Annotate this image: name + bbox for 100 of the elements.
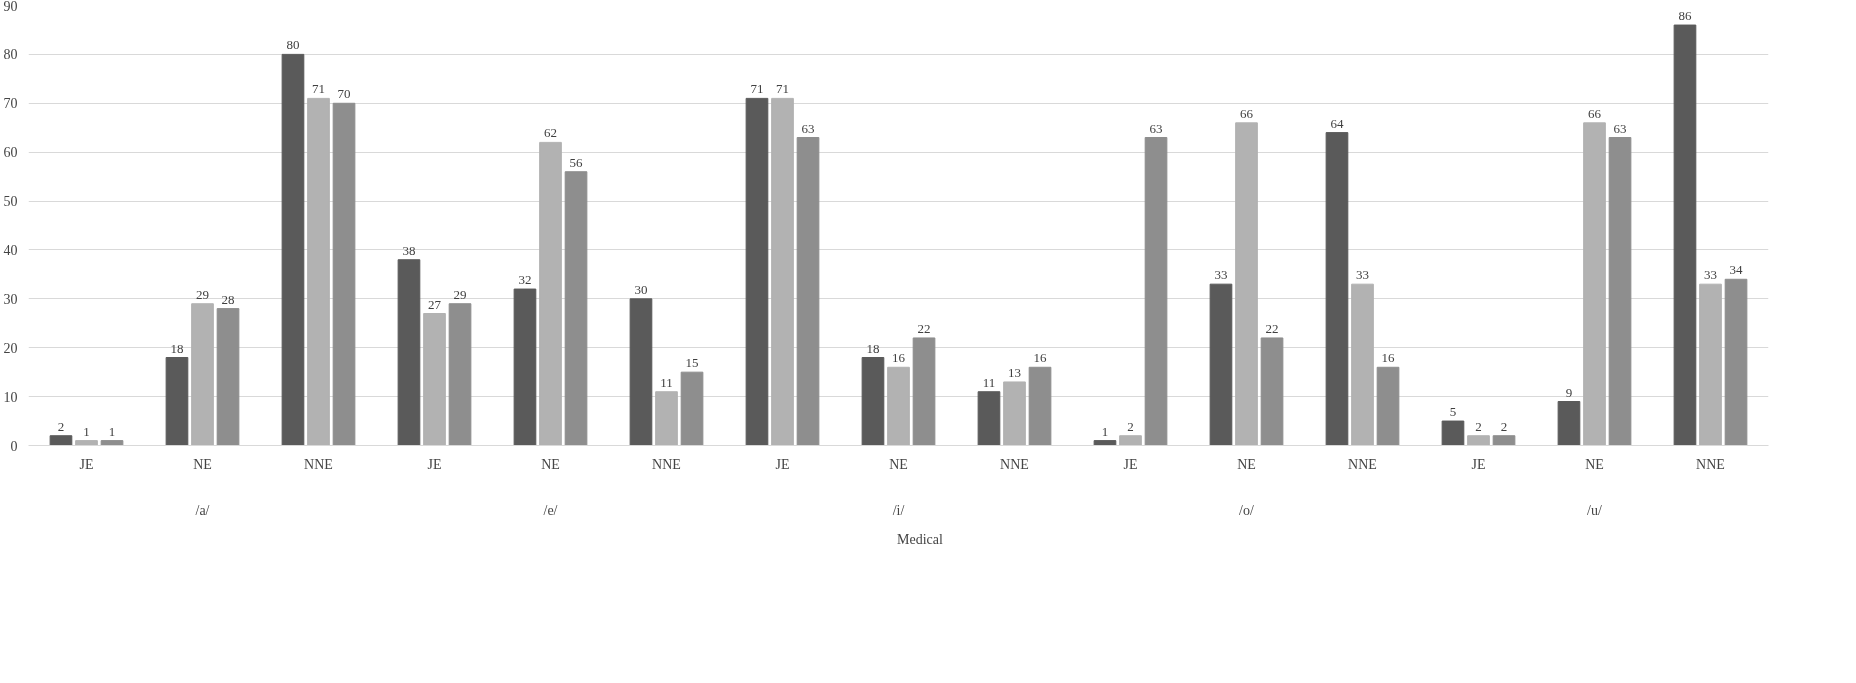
- bar: [1209, 283, 1233, 446]
- data-label: 70: [337, 86, 351, 102]
- bar: [796, 137, 820, 446]
- data-label: 13: [1008, 364, 1021, 380]
- data-label: 28: [221, 291, 235, 307]
- data-label: 29: [453, 286, 467, 302]
- data-label: 33: [1356, 267, 1369, 283]
- bar: [191, 303, 214, 446]
- data-label: 64: [1330, 115, 1344, 131]
- bar: [1119, 435, 1142, 446]
- bar: [1235, 122, 1258, 446]
- bar: [629, 298, 653, 446]
- data-label: 66: [1240, 105, 1254, 121]
- y-tick-label: 10: [3, 389, 18, 405]
- data-label: 30: [634, 281, 648, 297]
- data-label: 1: [83, 423, 90, 439]
- data-label: 33: [1214, 267, 1228, 283]
- bar: [1467, 435, 1490, 446]
- data-label: 1: [108, 423, 116, 439]
- y-tick-label: 50: [3, 194, 18, 210]
- text: /e/: [543, 502, 558, 518]
- x-tick-label: NNE: [652, 456, 681, 472]
- data-label: 29: [196, 286, 209, 302]
- bar: [307, 97, 330, 446]
- x-tick-label: NE: [889, 456, 908, 472]
- bar: [1724, 278, 1748, 446]
- bar: [655, 391, 678, 446]
- data-label: 33: [1704, 267, 1717, 283]
- text: /i/: [892, 502, 905, 518]
- data-label: 15: [685, 355, 699, 371]
- bar: [1351, 283, 1374, 446]
- bar: [1144, 137, 1168, 446]
- bar: [861, 357, 885, 446]
- bar: [281, 53, 305, 446]
- x-tick-label: NE: [541, 456, 560, 472]
- data-label: 34: [1729, 262, 1744, 278]
- x-tick-label: NNE: [1348, 456, 1377, 472]
- data-label: 2: [1500, 418, 1508, 434]
- x-tick-label: NE: [1237, 456, 1256, 472]
- bar: [100, 440, 124, 446]
- y-tick-label: 30: [3, 291, 18, 307]
- y-tick-label: 20: [3, 340, 18, 356]
- x-tick-label: JE: [775, 456, 790, 472]
- x-tick-label: NNE: [304, 456, 333, 472]
- bar: [1492, 435, 1516, 446]
- data-label: 62: [544, 125, 557, 141]
- bar: [49, 435, 73, 446]
- bar: [423, 313, 446, 446]
- bar: [1028, 366, 1052, 446]
- bar: [1003, 381, 1026, 446]
- data-label: 71: [776, 81, 789, 97]
- y-tick-label: 70: [3, 96, 18, 112]
- data-label: 66: [1588, 105, 1602, 121]
- bar: [448, 303, 472, 446]
- bar: [332, 102, 356, 446]
- bar: [1673, 24, 1697, 446]
- data-label: 22: [1265, 320, 1279, 336]
- data-label: 63: [1149, 120, 1163, 136]
- bar: [564, 171, 588, 446]
- bar: [75, 440, 98, 446]
- x-tick-label: NNE: [1696, 456, 1725, 472]
- x-tick-label: NNE: [1000, 456, 1029, 472]
- x-tick-label: NE: [1585, 456, 1604, 472]
- text: Medical: [897, 532, 943, 548]
- bar: [1557, 401, 1581, 446]
- data-label: 71: [750, 81, 764, 97]
- bar: [1583, 122, 1606, 446]
- data-label: 56: [569, 154, 584, 170]
- y-tick-label: 60: [3, 145, 18, 161]
- bar: [513, 288, 537, 446]
- data-label: 2: [1475, 418, 1482, 434]
- bar: [680, 371, 704, 446]
- data-label: 2: [1127, 418, 1134, 434]
- bar: [887, 366, 910, 446]
- bar: [397, 259, 421, 446]
- data-label: 11: [660, 374, 673, 390]
- bar: [1608, 137, 1632, 446]
- bar: [771, 97, 794, 446]
- data-label: 5: [1449, 404, 1457, 420]
- y-tick-label: 80: [3, 47, 18, 63]
- data-label: 16: [1033, 350, 1048, 366]
- bar: [216, 308, 240, 446]
- bar: [1699, 283, 1722, 446]
- y-tick-label: 90: [3, 0, 18, 14]
- x-tick-label: JE: [427, 456, 442, 472]
- y-tick-label: 0: [10, 438, 18, 454]
- data-label: 11: [982, 374, 996, 390]
- text: /o/: [1239, 502, 1254, 518]
- bar: [539, 141, 562, 446]
- data-label: 86: [1678, 8, 1692, 24]
- x-tick-label: JE: [79, 456, 94, 472]
- data-label: 63: [801, 120, 815, 136]
- bar: [1376, 366, 1400, 446]
- data-label: 16: [892, 350, 906, 366]
- data-label: 22: [917, 320, 931, 336]
- data-label: 18: [866, 340, 880, 356]
- data-label: 9: [1565, 384, 1573, 400]
- bar: [745, 97, 769, 446]
- data-label: 63: [1613, 120, 1627, 136]
- data-label: 32: [518, 272, 532, 288]
